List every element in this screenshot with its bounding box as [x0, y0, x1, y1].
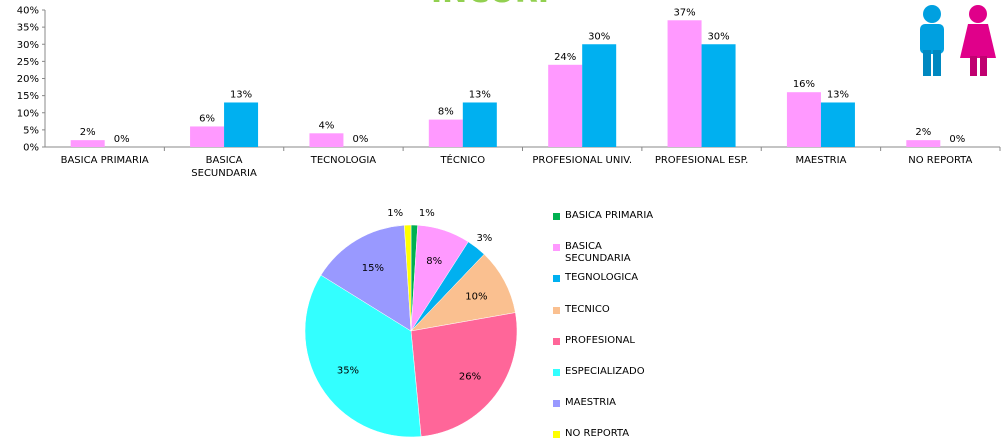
bar — [224, 102, 259, 147]
x-tick-label: PROFESIONAL ESP. — [654, 155, 749, 166]
data-label: 1% — [419, 208, 435, 219]
x-tick-label: BASICA PRIMARIA — [60, 155, 149, 166]
data-label: 2% — [80, 127, 96, 138]
x-tick-label: PROFESIONAL UNIV. — [532, 155, 632, 166]
x-tick-label: TECNOLOGIA — [310, 155, 377, 166]
x-tick-label: TÉCNICO — [440, 155, 486, 166]
legend-swatch — [553, 400, 560, 408]
bar — [462, 102, 497, 147]
bar — [309, 133, 344, 147]
legend-label: TECNICO — [565, 303, 610, 315]
bar — [190, 126, 225, 147]
legend-label: BASICA SECUNDARIA — [565, 241, 631, 265]
legend-label: NO REPORTA — [565, 428, 630, 440]
chart-title: INCORI — [431, 0, 549, 10]
data-label: 24% — [554, 52, 576, 63]
bar — [906, 140, 941, 147]
data-label: 15% — [362, 263, 384, 274]
bar — [786, 92, 821, 147]
data-label: 26% — [459, 371, 481, 382]
pie-slice — [304, 274, 422, 438]
data-label: 13% — [469, 89, 491, 100]
bar — [820, 102, 855, 147]
y-tick-label: 25% — [17, 57, 39, 68]
data-label: 8% — [438, 107, 454, 118]
pie-slice — [404, 224, 412, 332]
legend-label: MAESTRIA — [565, 397, 616, 409]
data-label: 8% — [426, 256, 442, 267]
legend-label: ESPECIALIZADO — [565, 366, 645, 377]
data-label: 0% — [353, 134, 369, 145]
y-tick-label: 20% — [17, 74, 39, 85]
data-label: 37% — [673, 7, 695, 18]
y-tick-label: 40% — [17, 6, 39, 17]
data-label: 6% — [199, 113, 215, 124]
data-label: 3% — [476, 233, 492, 244]
y-tick-label: 35% — [17, 23, 39, 34]
bar — [70, 140, 105, 147]
bar — [701, 44, 736, 147]
y-tick-label: 30% — [17, 40, 39, 51]
data-label: 0% — [114, 134, 130, 145]
y-tick-label: 5% — [23, 125, 39, 136]
pie-slice — [320, 224, 412, 332]
data-label: 13% — [827, 89, 849, 100]
x-tick-label: BASICA SECUNDARIA — [191, 155, 257, 179]
data-label: 2% — [915, 127, 931, 138]
legend-swatch — [553, 337, 560, 345]
legend-swatch — [553, 275, 560, 283]
legend-swatch — [553, 213, 560, 220]
x-tick-label: NO REPORTA — [908, 155, 973, 166]
bar — [548, 64, 583, 147]
data-label: 0% — [949, 134, 965, 145]
bar — [428, 119, 463, 147]
data-label: 4% — [319, 120, 335, 131]
x-tick-label: MAESTRIA — [795, 155, 847, 166]
data-label: 1% — [387, 208, 403, 219]
data-label: 35% — [337, 366, 359, 377]
bar — [667, 20, 702, 147]
legend-swatch — [553, 369, 560, 376]
legend-swatch — [553, 431, 560, 439]
legend-swatch — [553, 244, 560, 252]
people-icon — [920, 5, 996, 76]
legend-label: PROFESIONAL — [565, 334, 635, 346]
legend-label: BASICA PRIMARIA — [565, 210, 654, 221]
data-label: 16% — [793, 79, 815, 90]
data-label: 13% — [230, 89, 252, 100]
bar — [582, 44, 617, 147]
y-tick-label: 15% — [17, 91, 39, 102]
legend-swatch — [553, 306, 560, 314]
y-tick-label: 0% — [23, 143, 39, 154]
y-tick-label: 10% — [17, 108, 39, 119]
pie-slice — [410, 312, 518, 437]
data-label: 30% — [588, 31, 610, 42]
data-label: 10% — [465, 291, 487, 302]
data-label: 30% — [707, 31, 729, 42]
legend-label: TEGNOLOGICA — [565, 272, 639, 284]
